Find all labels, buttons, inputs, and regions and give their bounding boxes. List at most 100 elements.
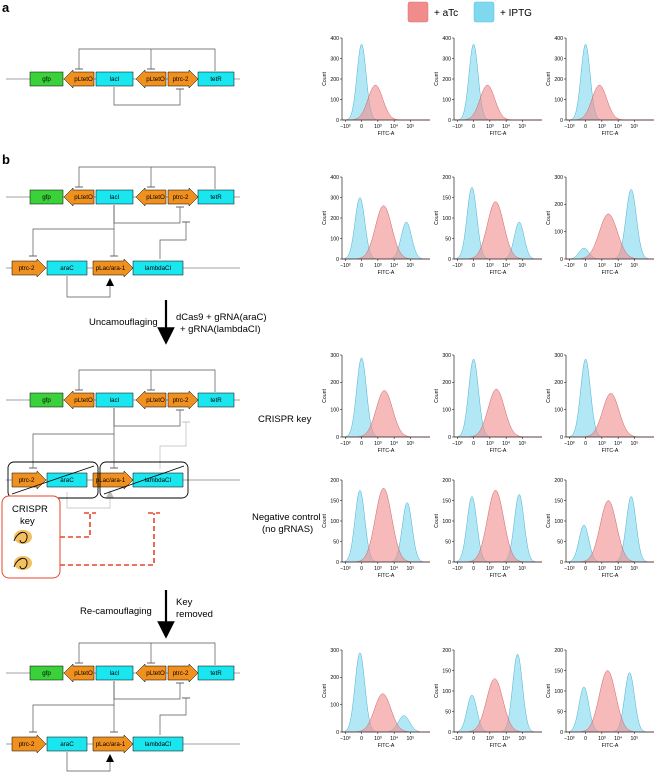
a-top-pltetO-2 (135, 69, 167, 89)
y-tick-label: 0 (448, 118, 451, 124)
x-tick-label: 10⁴ (390, 736, 398, 742)
b3-top-laci (95, 665, 134, 681)
dashed-repression-line-1 (60, 512, 96, 538)
y-tick-label: 200 (442, 648, 451, 654)
b3-top-gfp-label: gfp (42, 670, 51, 677)
a-top-ptrc2 (167, 69, 199, 89)
b2-top-pltetO-1-label: pLtetO (74, 397, 93, 404)
b3-bottom-ptrc2-label: ptrc-2 (19, 741, 35, 748)
a-top-ptrc2-label: ptrc-2 (173, 76, 189, 83)
b2-bottom-ptrc2 (11, 470, 47, 490)
x-tick-label: 10⁵ (518, 736, 526, 742)
y-tick-label: 0 (560, 257, 563, 263)
y-axis-label: Count (546, 211, 552, 225)
a-top-laci-repress (113, 87, 181, 106)
y-tick-label: 300 (330, 56, 339, 62)
negative-control-label-line2: (no gRNAS) (262, 524, 313, 535)
x-tick-label: 10⁵ (406, 263, 414, 269)
recamouflaging-label: Re-camouflaging (80, 606, 152, 617)
b1-bottom-placara1-label: pLac/ara-1 (96, 265, 126, 272)
y-tick-label: 150 (442, 668, 451, 674)
b3-top-pltetO-1-label: pLtetO (74, 670, 93, 677)
y-tick-label: 400 (330, 175, 339, 181)
x-tick-label: 10⁵ (406, 566, 414, 572)
x-tick-label: 10³ (374, 441, 382, 447)
y-tick-label: 0 (560, 435, 563, 441)
b1-top-tetr-repress-1 (78, 166, 216, 189)
x-tick-label: 10⁵ (518, 124, 526, 130)
b2-top-gfp (29, 392, 64, 408)
x-tick-label: 0 (360, 263, 363, 269)
x-tick-label: 10³ (598, 441, 606, 447)
x-tick-label: 0 (584, 263, 587, 269)
y-tick-label: 200 (554, 202, 563, 208)
y-tick-label: 0 (448, 560, 451, 566)
x-tick-label: 10⁴ (614, 736, 622, 742)
y-axis-label: Count (322, 72, 328, 86)
key-removed-line2: removed (176, 609, 213, 620)
y-tick-label: 400 (330, 36, 339, 42)
b1-top-laci-repress (113, 205, 181, 224)
x-tick-label: 10³ (486, 441, 494, 447)
b2-laci-to-ptrc2 (32, 408, 115, 468)
x-tick-label: 10⁵ (630, 124, 638, 130)
y-tick-label: 0 (560, 118, 563, 124)
y-tick-label: 300 (442, 56, 451, 62)
y-tick-label: 100 (442, 519, 451, 525)
b1-arac-activation-head (106, 278, 114, 286)
b3-lambdaci-to-ptrc2 (159, 698, 187, 735)
x-axis-label: FITC-A (602, 573, 619, 579)
b1-top-ptrc2 (167, 187, 199, 207)
y-tick-label: 200 (330, 478, 339, 484)
panel-letter-b: b (2, 152, 10, 167)
y-tick-label: 100 (442, 216, 451, 222)
y-tick-label: 0 (336, 257, 339, 263)
x-tick-label: 0 (472, 566, 475, 572)
x-tick-label: −10³ (564, 124, 575, 130)
crispr-key-title-line2: key (20, 516, 35, 527)
b1-top-laci-label: lacI (110, 194, 120, 201)
x-tick-label: 10⁴ (502, 441, 510, 447)
b1-top-gfp (29, 189, 64, 205)
x-tick-label: 10⁵ (630, 441, 638, 447)
a-top-gfp-label: gfp (42, 76, 51, 83)
x-axis-label: FITC-A (602, 448, 619, 454)
b2-top-ptrc2 (167, 390, 199, 410)
b3-top-ptrc2-label: ptrc-2 (173, 670, 189, 677)
x-axis-label: FITC-A (378, 448, 395, 454)
a-top-tetr-label: tetR (210, 76, 222, 83)
x-tick-label: 10⁵ (630, 263, 638, 269)
b3-top-pltetO-2-label: pLtetO (146, 670, 165, 677)
a-top-pltetO-2-label: pLtetO (146, 76, 165, 83)
y-axis-label: Count (322, 389, 328, 403)
b3-laci-to-ptrc2 (32, 681, 115, 732)
x-tick-label: 10³ (598, 736, 606, 742)
x-tick-label: 10³ (374, 566, 382, 572)
y-tick-label: 100 (442, 689, 451, 695)
b1-bottom-ptrc2-label: ptrc-2 (19, 265, 35, 272)
x-tick-label: 10⁵ (518, 441, 526, 447)
y-tick-label: 150 (330, 498, 339, 504)
x-tick-label: 0 (584, 566, 587, 572)
y-tick-label: 200 (330, 380, 339, 386)
b1-top-pltetO-1-label: pLtetO (74, 194, 93, 201)
x-tick-label: 10⁴ (390, 263, 398, 269)
b3-bottom-ptrc2 (11, 734, 47, 754)
x-tick-label: −10³ (340, 566, 351, 572)
x-tick-label: −10³ (340, 441, 351, 447)
dashed-repression-line-2 (60, 512, 160, 566)
legend-label-atc: + aTc (434, 8, 458, 19)
x-tick-label: 10³ (598, 124, 606, 130)
b2-bottom-lambdaci-label: lambdaCI (145, 477, 172, 484)
b3-bottom-placara1-label: pLac/ara-1 (96, 741, 126, 748)
a-top-laci-label: lacI (110, 76, 120, 83)
b3-bottom-placara1 (92, 734, 134, 754)
x-tick-label: −10³ (564, 263, 575, 269)
x-tick-label: −10³ (452, 736, 463, 742)
panel-letter-a: a (2, 0, 10, 15)
b1-top-pltetO-1 (63, 187, 95, 207)
